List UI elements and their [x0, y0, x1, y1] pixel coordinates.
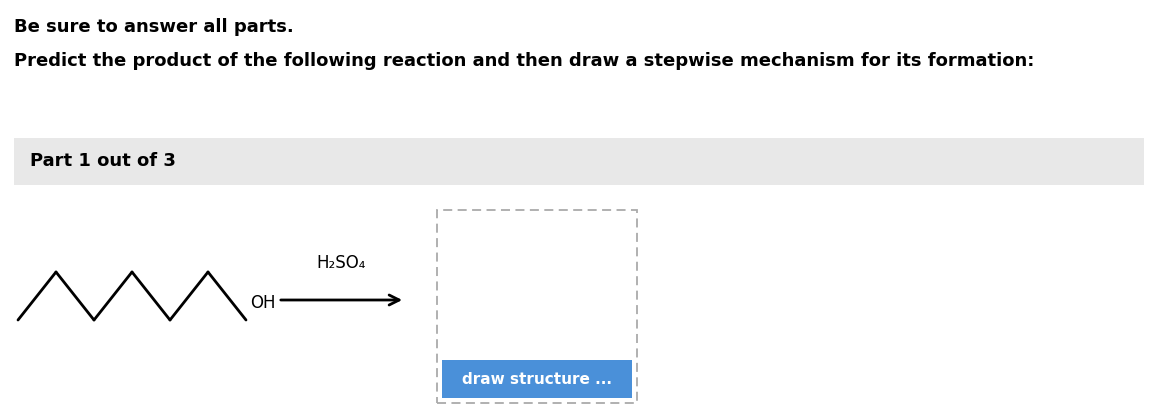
- Text: Predict the product of the following reaction and then draw a stepwise mechanism: Predict the product of the following rea…: [14, 52, 1034, 70]
- Bar: [442, 360, 632, 398]
- Bar: [437, 210, 637, 403]
- Text: Part 1 out of 3: Part 1 out of 3: [30, 153, 176, 171]
- Text: Be sure to answer all parts.: Be sure to answer all parts.: [14, 18, 294, 36]
- Text: draw structure ...: draw structure ...: [462, 372, 611, 387]
- Bar: [14, 138, 1144, 185]
- Text: H₂SO₄: H₂SO₄: [317, 254, 366, 272]
- Text: OH: OH: [250, 294, 276, 312]
